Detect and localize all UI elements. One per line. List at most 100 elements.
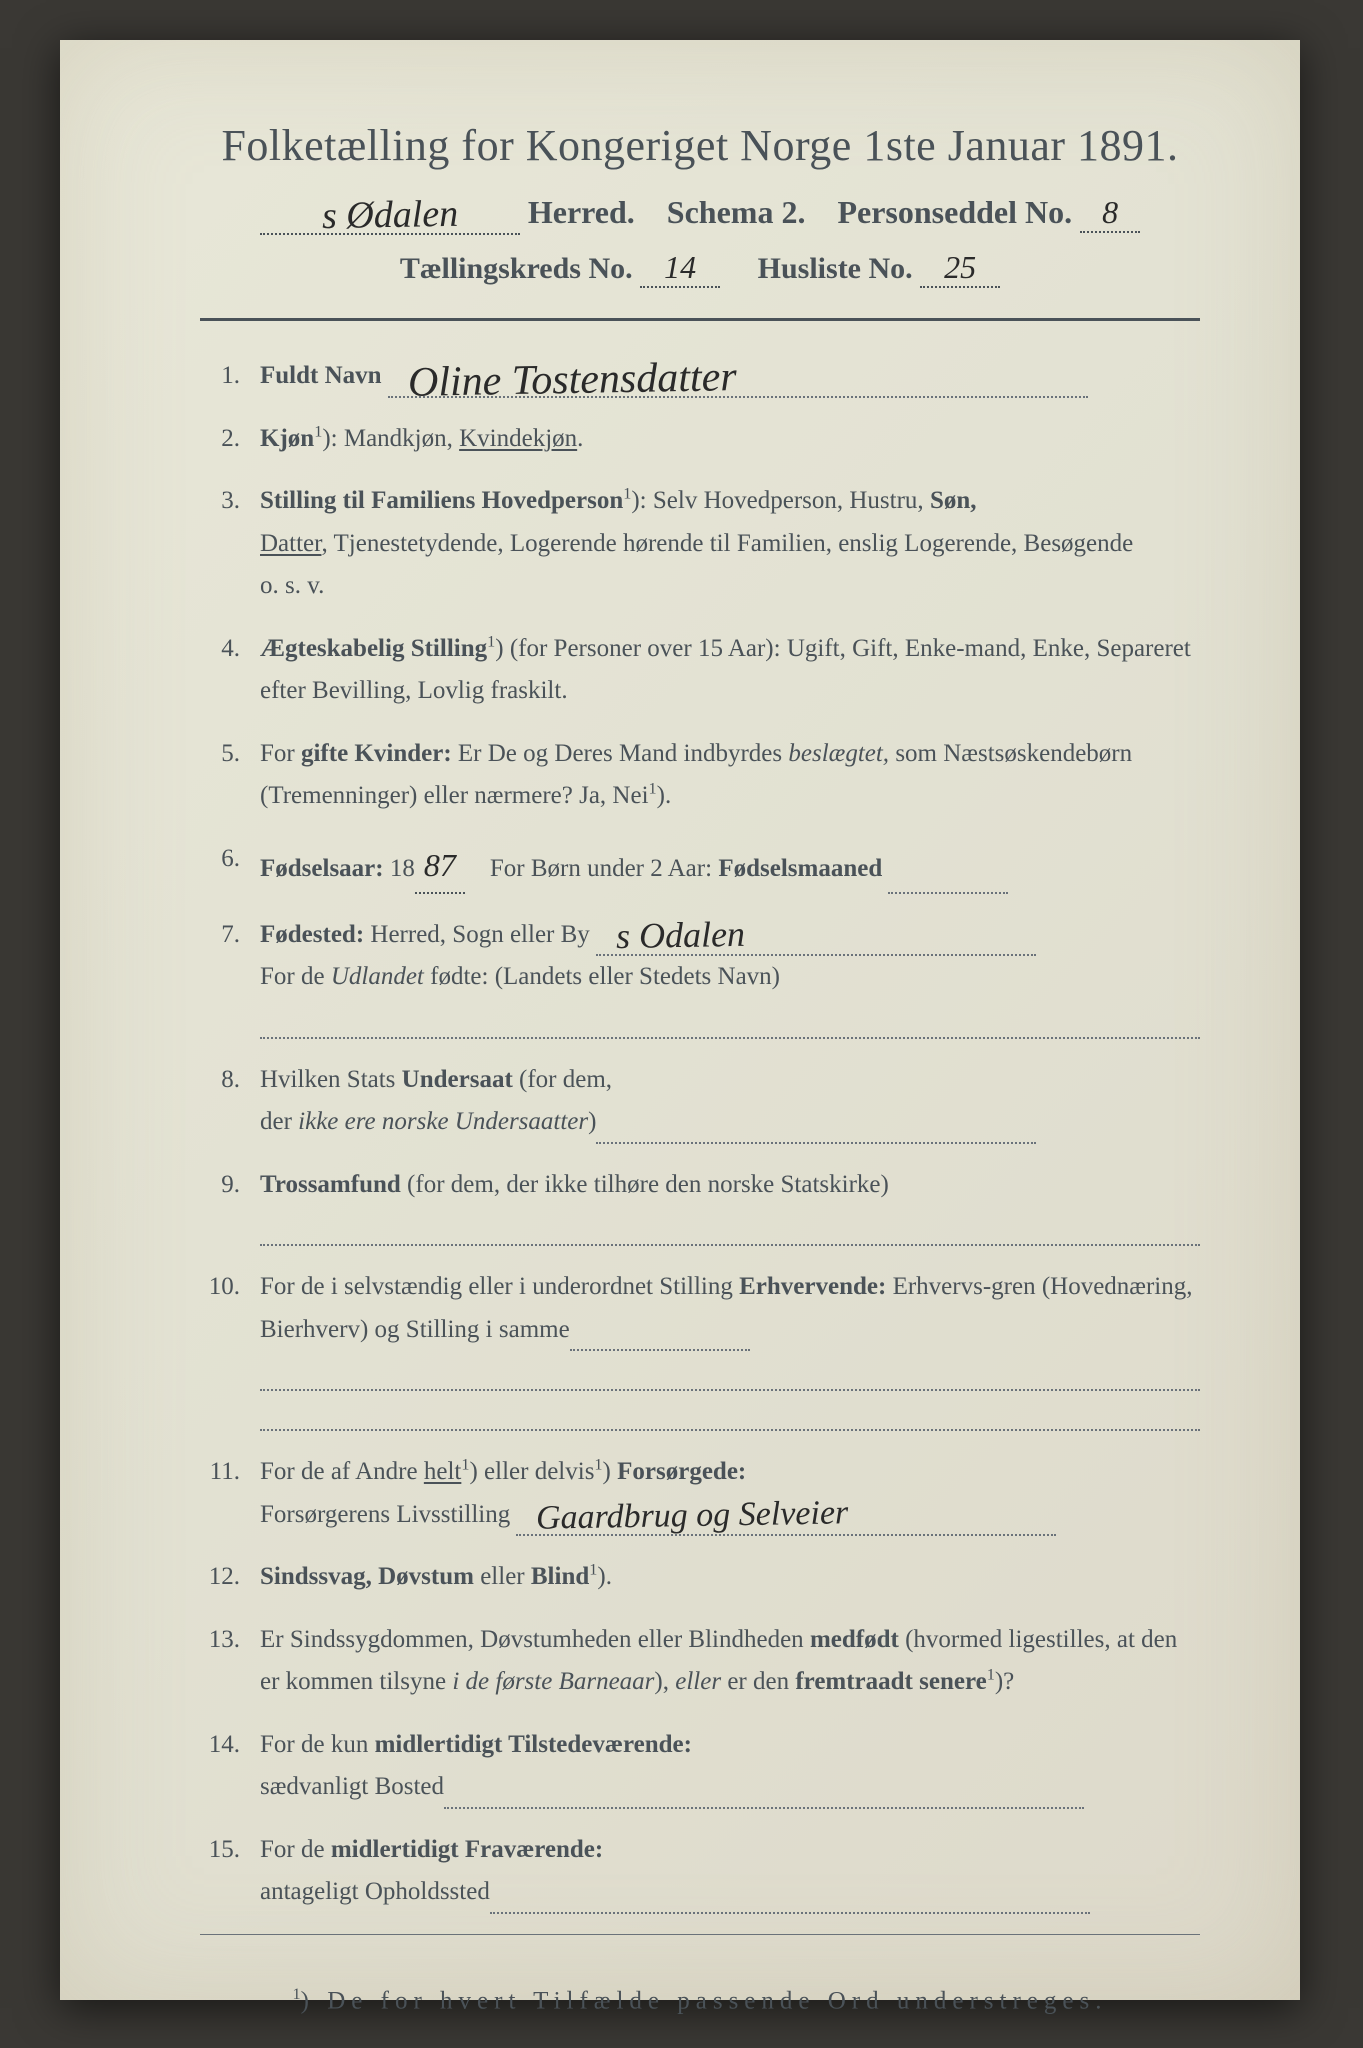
text: antageligt Opholdssted [260, 1878, 490, 1905]
item-6: 6. Fødselsaar: 18 87 For Børn under 2 Aar… [200, 838, 1200, 894]
text-bold: medfødt [810, 1626, 899, 1653]
item-number: 3. [200, 480, 260, 608]
kreds-label: Tællingskreds No. [400, 252, 633, 285]
fodested-value: s Odalen [616, 904, 746, 967]
footnote-sup: 1 [987, 1666, 995, 1684]
text: Forsørgerens Livsstilling [260, 1501, 510, 1528]
text: , Tjenestetydende, Logerende hørende til… [321, 530, 1133, 557]
year-prefix: 18 [390, 855, 415, 882]
text: ) [603, 1458, 618, 1485]
header-line-2: s Ødalen Herred. Schema 2. Personseddel … [200, 189, 1200, 235]
text: For Børn under 2 Aar: [490, 855, 718, 882]
text: er den [721, 1668, 795, 1695]
text: ): Mandkjøn, [322, 425, 459, 452]
text-italic: Udlandet [331, 963, 424, 990]
item-number: 6. [200, 838, 260, 894]
year-handwritten: 87 [424, 838, 456, 892]
footnote-text: ) De for hvert Tilfælde passende Ord und… [301, 1987, 1108, 2014]
field-label: Kjøn [260, 425, 314, 452]
personseddel-label: Personseddel No. [837, 194, 1072, 230]
text: fødte: (Landets eller Stedets Navn) [424, 963, 780, 990]
text: ) [588, 1108, 596, 1135]
text-bold: gifte Kvinder: [301, 740, 452, 767]
text: Hvilken Stats [260, 1066, 402, 1093]
text: For de i selvstændig eller i underordnet… [260, 1273, 739, 1300]
text: ): Selv Hovedperson, Hustru, [631, 487, 930, 514]
text: For de [260, 963, 331, 990]
kreds-no: 14 [664, 249, 696, 286]
item-number: 7. [200, 914, 260, 1039]
footnote-sup: 1 [594, 1456, 602, 1474]
blank-line [260, 1391, 1200, 1431]
text-bold: midlertidigt Fraværende: [331, 1836, 603, 1863]
item-number: 2. [200, 418, 260, 461]
text-bold: Undersaat [402, 1066, 513, 1093]
text: )? [995, 1668, 1014, 1695]
fuldt-navn-value: Oline Tostensdatter [407, 342, 737, 419]
item-number: 12. [200, 1556, 260, 1599]
text-underlined: helt [424, 1458, 462, 1485]
osv: o. s. v. [260, 572, 324, 599]
item-number: 15. [200, 1829, 260, 1914]
item-number: 13. [200, 1619, 260, 1704]
census-form-page: Folketælling for Kongeriget Norge 1ste J… [60, 40, 1300, 2000]
text: Herred, Sogn eller By [364, 921, 590, 948]
text: Er Sindssygdommen, Døvstumheden eller Bl… [260, 1626, 810, 1653]
text: For de kun [260, 1731, 375, 1758]
text-bold: fremtraadt senere [795, 1668, 986, 1695]
item-4: 4. Ægteskabelig Stilling1) (for Personer… [200, 628, 1200, 713]
herred-label: Herred. [528, 194, 635, 230]
blank-line [260, 1351, 1200, 1391]
text: eller [474, 1563, 531, 1590]
header-line-3: Tællingskreds No. 14 Husliste No. 25 [200, 249, 1200, 288]
field-label: Fødselsaar: [260, 855, 384, 882]
form-items: 1. Fuldt Navn Oline Tostensdatter 2. Kjø… [200, 355, 1200, 1914]
text-italic: eller [675, 1668, 721, 1695]
text-bold: Sindssvag, Døvstum [260, 1563, 474, 1590]
item-10: 10. For de i selvstændig eller i underor… [200, 1266, 1200, 1431]
item-1: 1. Fuldt Navn Oline Tostensdatter [200, 355, 1200, 398]
page-title: Folketælling for Kongeriget Norge 1ste J… [200, 120, 1200, 171]
item-11: 11. For de af Andre helt1) eller delvis1… [200, 1451, 1200, 1536]
divider-bottom [200, 1934, 1200, 1935]
item-3: 3. Stilling til Familiens Hovedperson1):… [200, 480, 1200, 608]
text: der [260, 1108, 298, 1135]
text: (for dem, der ikke tilhøre den norske St… [401, 1171, 889, 1198]
blank-line [260, 999, 1200, 1039]
item-9: 9. Trossamfund (for dem, der ikke tilhør… [200, 1164, 1200, 1247]
field-label: Trossamfund [260, 1171, 401, 1198]
text: Er De og Deres Mand indbyrdes [452, 740, 789, 767]
text-bold: Erhvervende: [739, 1273, 886, 1300]
item-15: 15. For de midlertidigt Fraværende: anta… [200, 1829, 1200, 1914]
schema-label: Schema 2. [667, 194, 806, 230]
item-number: 4. [200, 628, 260, 713]
item-14: 14. For de kun midlertidigt Tilstedevære… [200, 1724, 1200, 1809]
field-label: Stilling til Familiens Hovedperson [260, 487, 623, 514]
text: ). [657, 782, 672, 809]
field-label: Ægteskabelig Stilling [260, 635, 487, 662]
item-number: 11. [200, 1451, 260, 1536]
text: . [577, 425, 583, 452]
herred-handwritten: s Ødalen [321, 192, 458, 238]
husliste-label: Husliste No. [758, 252, 913, 285]
text: ), [654, 1668, 675, 1695]
item-number: 10. [200, 1266, 260, 1431]
item-number: 5. [200, 733, 260, 818]
text-italic: i de første Barneaar [452, 1668, 654, 1695]
forsorger-value: Gaardbrug og Selveier [536, 1485, 849, 1548]
item-number: 14. [200, 1724, 260, 1809]
text-bold: Blind [531, 1563, 589, 1590]
blank-line [260, 1206, 1200, 1246]
text-italic: ikke ere norske Undersaatter [298, 1108, 588, 1135]
text-italic: beslægtet, [788, 740, 889, 767]
stilling-selected: Datter [260, 530, 321, 557]
item-5: 5. For gifte Kvinder: Er De og Deres Man… [200, 733, 1200, 818]
text-bold: Forsørgede: [617, 1458, 746, 1485]
item-2: 2. Kjøn1): Mandkjøn, Kvindekjøn. [200, 418, 1200, 461]
field-label: Fuldt Navn [260, 362, 382, 389]
text: sædvanligt Bosted [260, 1773, 444, 1800]
item-7: 7. Fødested: Herred, Sogn eller By s Oda… [200, 914, 1200, 1039]
item-number: 9. [200, 1164, 260, 1247]
text-bold: Fødselsmaaned [718, 855, 882, 882]
text-bold: midlertidigt Tilstedeværende: [375, 1731, 692, 1758]
